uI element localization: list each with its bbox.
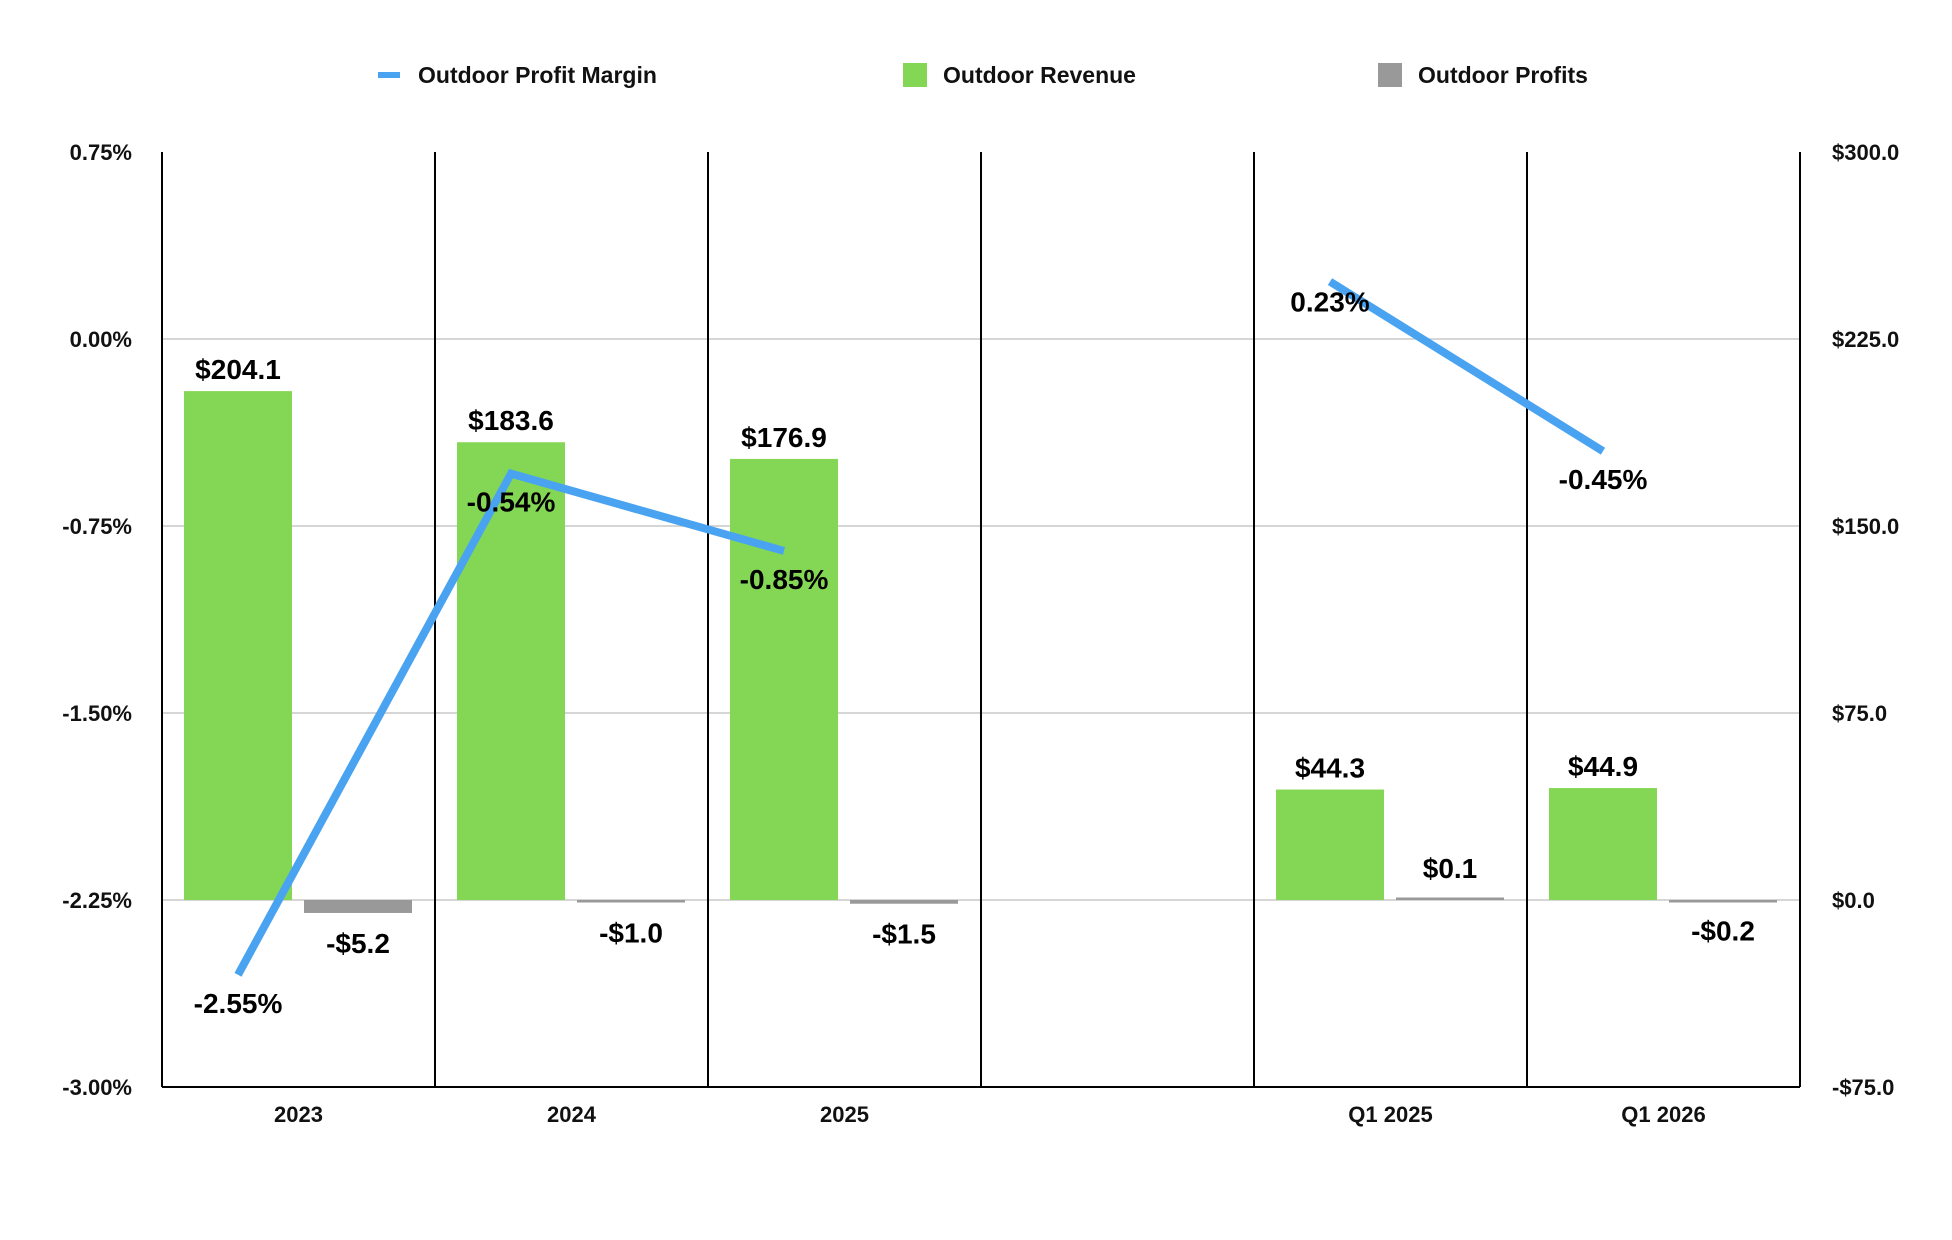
revenue-label: $183.6 — [468, 405, 554, 436]
margin-label: -0.54% — [467, 487, 556, 518]
margin-line-segment — [234, 468, 786, 977]
profit-bar — [1396, 897, 1504, 900]
revenue-bar — [1276, 789, 1384, 900]
legend: Outdoor Profit Margin Outdoor Revenue Outd… — [378, 62, 1588, 88]
y-axis-left: -3.00% -2.25% -1.50% -0.75% 0.00% 0.75% — [62, 140, 132, 1100]
profit-label: $0.1 — [1423, 853, 1478, 884]
y-left-tick-label: 0.75% — [70, 140, 132, 165]
margin-label: 0.23% — [1290, 287, 1369, 318]
margin-line — [234, 278, 1606, 977]
profit-label: -$1.5 — [872, 919, 936, 950]
profit-bar — [577, 900, 685, 903]
y-left-tick-label: -1.50% — [62, 701, 132, 726]
profit-bar — [304, 900, 412, 913]
profit-bar — [1669, 900, 1777, 903]
margin-label: -0.45% — [1559, 464, 1648, 495]
bars — [184, 391, 1777, 913]
y-left-tick-label: 0.00% — [70, 327, 132, 352]
data-labels: $204.1 $183.6 $176.9 $44.3 $44.9 -$5.2 -$1.0 -$… — [194, 287, 1755, 1019]
profit-label: -$0.2 — [1691, 915, 1755, 946]
profit-bar — [850, 900, 958, 904]
margin-label: -2.55% — [194, 988, 283, 1019]
x-axis: 2023 2024 2025 Q1 2025 Q1 2026 — [274, 1102, 1706, 1127]
profit-label: -$1.0 — [599, 917, 663, 948]
revenue-label: $44.3 — [1295, 753, 1365, 784]
revenue-label: $44.9 — [1568, 751, 1638, 782]
x-tick-label: Q1 2025 — [1348, 1102, 1432, 1127]
y-left-tick-label: -0.75% — [62, 514, 132, 539]
y-axis-right: -$75.0 $0.0 $75.0 $150.0 $225.0 $300.0 — [1832, 140, 1899, 1100]
x-tick-label: Q1 2026 — [1621, 1102, 1705, 1127]
y-left-tick-label: -3.00% — [62, 1075, 132, 1100]
legend-label: Outdoor Revenue — [943, 62, 1136, 88]
x-tick-label: 2023 — [274, 1102, 323, 1127]
x-tick-label: 2025 — [820, 1102, 869, 1127]
y-right-tick-label: $150.0 — [1832, 514, 1899, 539]
legend-box-swatch — [1378, 63, 1402, 87]
legend-box-swatch — [903, 63, 927, 87]
profit-label: -$5.2 — [326, 928, 390, 959]
x-tick-label: 2024 — [547, 1102, 597, 1127]
revenue-bar — [730, 458, 838, 900]
y-right-tick-label: $225.0 — [1832, 327, 1899, 352]
revenue-bar — [1549, 788, 1657, 900]
plot-frame — [161, 152, 1801, 1088]
legend-label: Outdoor Profits — [1418, 62, 1588, 88]
revenue-label: $204.1 — [195, 354, 281, 385]
revenue-bar — [184, 391, 292, 900]
margin-label: -0.85% — [740, 564, 829, 595]
revenue-bar — [457, 442, 565, 900]
revenue-label: $176.9 — [741, 422, 827, 453]
y-left-tick-label: -2.25% — [62, 888, 132, 913]
legend-label: Outdoor Profit Margin — [418, 62, 657, 88]
y-right-tick-label: $300.0 — [1832, 140, 1899, 165]
y-right-tick-label: -$75.0 — [1832, 1075, 1894, 1100]
y-right-tick-label: $0.0 — [1832, 888, 1875, 913]
margin-line-segment — [1327, 278, 1606, 455]
y-right-tick-label: $75.0 — [1832, 701, 1887, 726]
